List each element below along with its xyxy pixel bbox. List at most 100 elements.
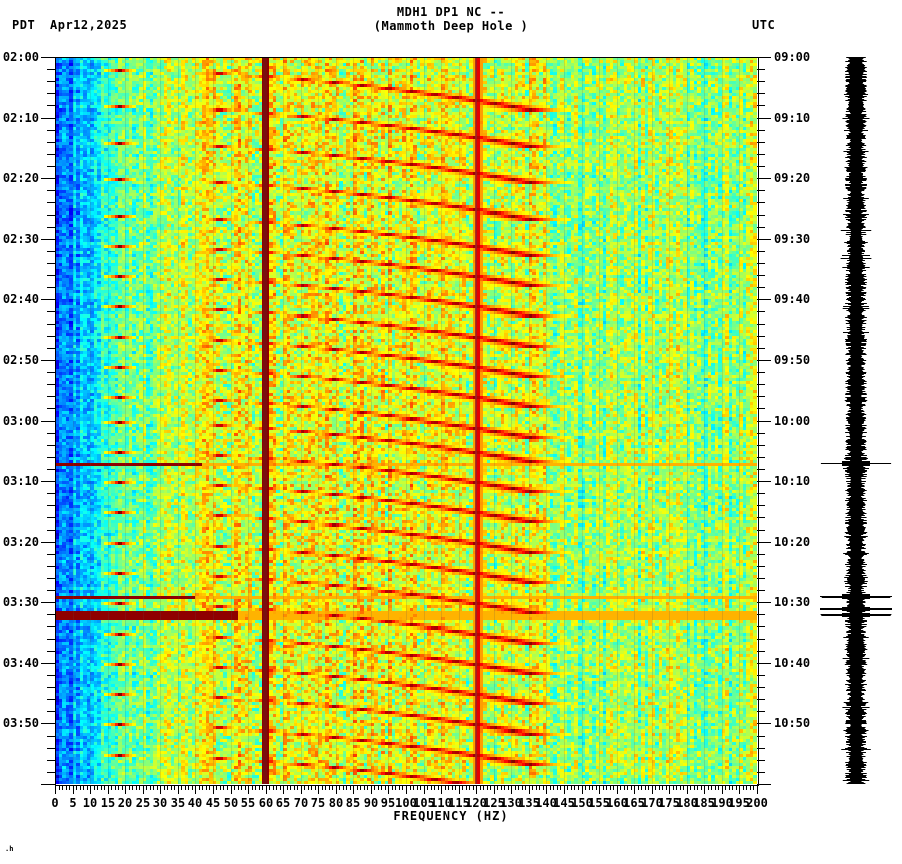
time-tick-right (757, 142, 765, 143)
time-label-utc: 10:30 (774, 595, 811, 609)
frequency-tick (525, 785, 526, 790)
time-tick-left (47, 275, 55, 276)
time-tick-right (757, 299, 771, 300)
frequency-tick (455, 785, 456, 790)
time-tick-right (757, 457, 765, 458)
frequency-tick (129, 785, 130, 790)
frequency-tick (287, 785, 288, 790)
time-tick-right (757, 542, 771, 543)
frequency-tick (280, 785, 281, 790)
frequency-tick (220, 785, 221, 790)
time-tick-right (757, 590, 765, 591)
frequency-tick (290, 785, 291, 790)
frequency-tick (627, 785, 628, 790)
spectrogram-image (55, 57, 757, 784)
time-tick-right (757, 202, 765, 203)
time-tick-right (757, 311, 765, 312)
time-label-utc: 09:00 (774, 50, 811, 64)
time-label-utc: 10:00 (774, 414, 811, 428)
frequency-tick (560, 785, 561, 790)
frequency-tick (238, 785, 239, 790)
time-tick-right (757, 215, 765, 216)
frequency-label: 165 (623, 796, 645, 810)
frequency-label: 135 (518, 796, 540, 810)
frequency-label: 100 (395, 796, 417, 810)
station-code-title: MDH1 DP1 NC -- (396, 5, 506, 19)
frequency-tick (732, 785, 733, 790)
time-tick-left (47, 166, 55, 167)
left-timezone-label: PDT (12, 18, 36, 32)
time-tick-left (47, 639, 55, 640)
frequency-label: 185 (693, 796, 715, 810)
frequency-tick (297, 785, 298, 790)
frequency-tick (715, 785, 716, 790)
time-tick-right (757, 190, 765, 191)
frequency-tick (269, 785, 270, 790)
frequency-tick (746, 785, 747, 790)
time-label-pdt: 03:40 (2, 656, 39, 670)
frequency-tick (620, 785, 621, 790)
frequency-label: 85 (345, 796, 361, 810)
frequency-label: 175 (658, 796, 680, 810)
frequency-tick (648, 785, 649, 790)
frequency-tick (143, 785, 144, 794)
time-tick-right (757, 360, 771, 361)
time-tick-right (757, 408, 765, 409)
time-tick-left (41, 602, 55, 603)
time-tick-right (757, 178, 771, 179)
frequency-tick (245, 785, 246, 790)
frequency-tick (596, 785, 597, 790)
frequency-tick (417, 785, 418, 790)
frequency-tick (69, 785, 70, 790)
time-tick-left (47, 748, 55, 749)
time-tick-left (47, 287, 55, 288)
time-tick-right (757, 639, 765, 640)
time-label-utc: 10:40 (774, 656, 811, 670)
time-tick-right (757, 93, 765, 94)
frequency-tick (420, 785, 421, 790)
frequency-tick (431, 785, 432, 790)
time-label-utc: 09:50 (774, 353, 811, 367)
time-label-pdt: 02:50 (2, 353, 39, 367)
time-label-utc: 09:30 (774, 232, 811, 246)
frequency-label: 140 (535, 796, 557, 810)
frequency-tick (631, 785, 632, 790)
time-tick-right (757, 481, 771, 482)
frequency-tick (153, 785, 154, 790)
time-label-utc: 09:40 (774, 292, 811, 306)
frequency-tick (262, 785, 263, 790)
frequency-tick (543, 785, 544, 790)
frequency-tick (462, 785, 463, 790)
frequency-tick (357, 785, 358, 790)
time-tick-left (47, 263, 55, 264)
time-tick-left (41, 57, 55, 58)
frequency-tick (339, 785, 340, 790)
frequency-label: 180 (676, 796, 698, 810)
frequency-label: 145 (553, 796, 575, 810)
frequency-tick (655, 785, 656, 790)
time-label-utc: 09:20 (774, 171, 811, 185)
time-tick-left (47, 687, 55, 688)
frequency-tick (248, 785, 249, 794)
frequency-tick (66, 785, 67, 790)
frequency-tick (438, 785, 439, 790)
time-tick-left (47, 699, 55, 700)
seismogram-trace (820, 57, 892, 784)
frequency-label: 80 (328, 796, 344, 810)
frequency-tick (676, 785, 677, 790)
frequency-label: 170 (641, 796, 663, 810)
frequency-tick (231, 785, 232, 794)
frequency-tick (259, 785, 260, 790)
time-tick-left (47, 469, 55, 470)
time-label-pdt: 03:50 (2, 716, 39, 730)
frequency-tick (424, 785, 425, 794)
frequency-tick (101, 785, 102, 790)
frequency-tick (87, 785, 88, 790)
time-tick-left (47, 505, 55, 506)
frequency-tick (374, 785, 375, 790)
frequency-tick (329, 785, 330, 790)
frequency-tick (546, 785, 547, 794)
time-tick-left (47, 651, 55, 652)
time-tick-left (47, 396, 55, 397)
frequency-tick (343, 785, 344, 790)
